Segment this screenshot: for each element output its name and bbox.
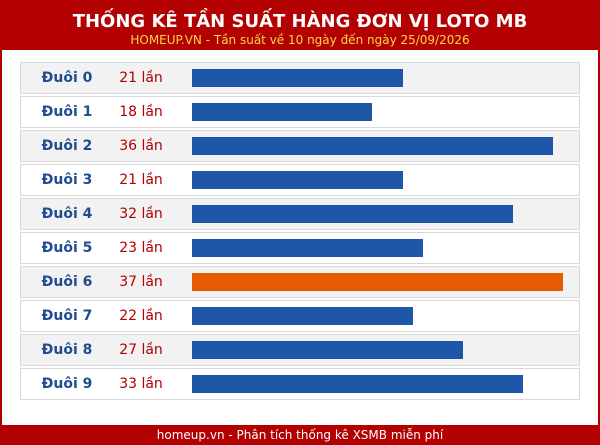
category-label: Đuôi 2 [41,138,93,154]
bar-row: Đuôi 3 21 lần [20,164,580,196]
value-label: 27 lần [119,342,163,358]
bar [192,375,523,393]
bar [192,273,563,291]
chart-header: THỐNG KÊ TẦN SUẤT HÀNG ĐƠN VỊ LOTO MB HO… [2,2,598,50]
value-label: 32 lần [119,206,163,222]
bar [192,103,372,121]
value-label: 33 lần [119,376,163,392]
footer: homeup.vn - Phân tích thống kê XSMB miễn… [2,425,598,445]
bar-row: Đuôi 9 33 lần [20,368,580,400]
bar [192,307,413,325]
value-label: 21 lần [119,172,163,188]
value-label: 21 lần [119,70,163,86]
category-label: Đuôi 6 [41,274,93,290]
bar [192,341,463,359]
bar [192,171,403,189]
bar-row: Đuôi 8 27 lần [20,334,580,366]
bar-row: Đuôi 6 37 lần [20,266,580,298]
value-label: 23 lần [119,240,163,256]
category-label: Đuôi 1 [41,104,93,120]
category-label: Đuôi 4 [41,206,93,222]
value-label: 37 lần [119,274,163,290]
chart-subtitle: HOMEUP.VN - Tần suất về 10 ngày đến ngày… [130,33,470,47]
category-label: Đuôi 9 [41,376,93,392]
category-label: Đuôi 5 [41,240,93,256]
bar-row: Đuôi 2 36 lần [20,130,580,162]
bar-row: Đuôi 0 21 lần [20,62,580,94]
bar [192,239,423,257]
value-label: 36 lần [119,138,163,154]
bar [192,137,553,155]
bar-row: Đuôi 1 18 lần [20,96,580,128]
chart-title: THỐNG KÊ TẦN SUẤT HÀNG ĐƠN VỊ LOTO MB [72,11,528,32]
bar [192,205,513,223]
category-label: Đuôi 8 [41,342,93,358]
bar-row: Đuôi 7 22 lần [20,300,580,332]
value-label: 18 lần [119,104,163,120]
bar-row: Đuôi 4 32 lần [20,198,580,230]
value-label: 22 lần [119,308,163,324]
category-label: Đuôi 7 [41,308,93,324]
bar-row: Đuôi 5 23 lần [20,232,580,264]
category-label: Đuôi 0 [41,70,93,86]
bar [192,69,403,87]
category-label: Đuôi 3 [41,172,93,188]
